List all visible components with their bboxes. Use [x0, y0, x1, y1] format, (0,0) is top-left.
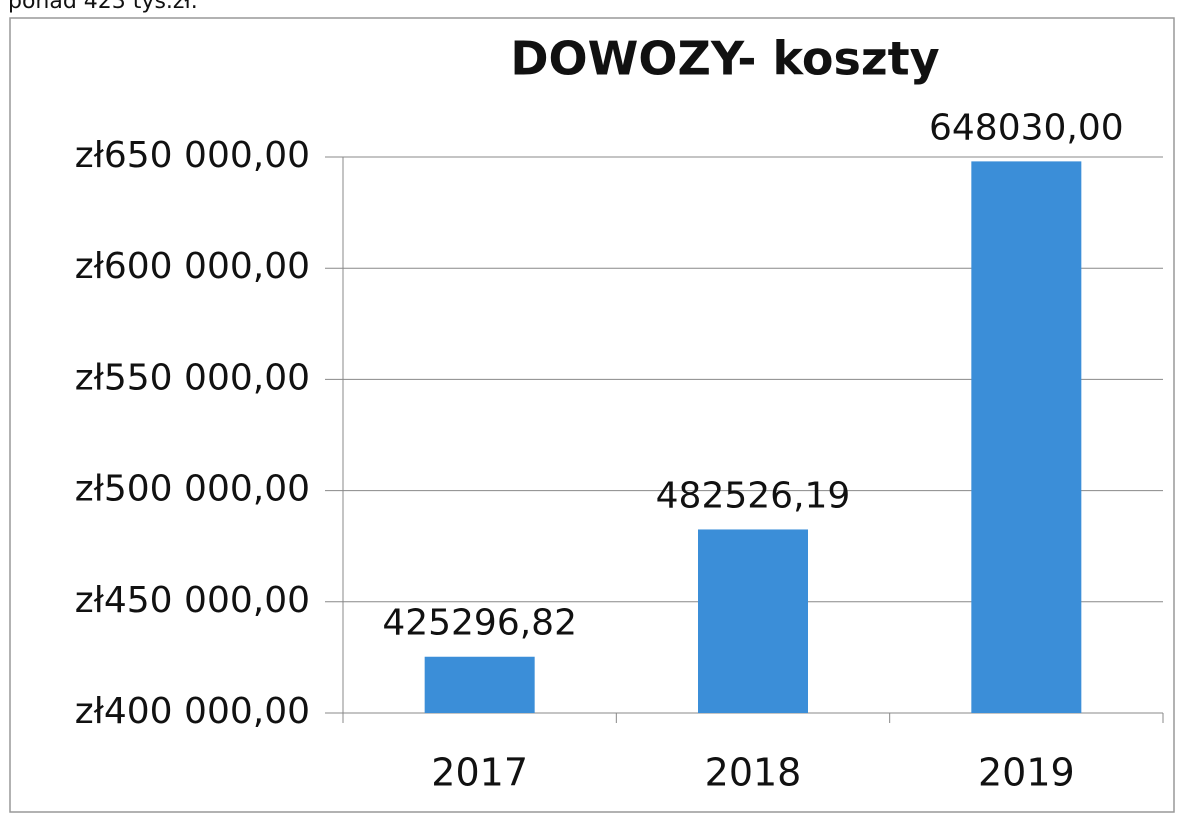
data-label: 648030,00 — [929, 107, 1124, 148]
annotation: ponad 423 tys.zł. — [8, 0, 198, 14]
y-tick-label: zł550 000,00 — [75, 357, 310, 398]
chart-title: DOWOZY- koszty — [510, 32, 939, 86]
x-tick-label: 2017 — [431, 751, 528, 795]
y-tick-label: zł650 000,00 — [75, 135, 310, 176]
bar — [698, 529, 808, 713]
y-tick-label: zł500 000,00 — [75, 469, 310, 510]
y-tick-label: zł400 000,00 — [75, 691, 310, 732]
x-tick-label: 2019 — [978, 751, 1075, 795]
data-label: 482526,19 — [656, 475, 851, 516]
y-tick-label: zł450 000,00 — [75, 580, 310, 621]
x-tick-label: 2018 — [705, 751, 802, 795]
bar — [424, 656, 535, 713]
bar — [971, 161, 1082, 713]
chart-border — [9, 17, 1175, 813]
y-tick-label: zł600 000,00 — [75, 246, 310, 287]
data-label: 425296,82 — [382, 603, 577, 644]
